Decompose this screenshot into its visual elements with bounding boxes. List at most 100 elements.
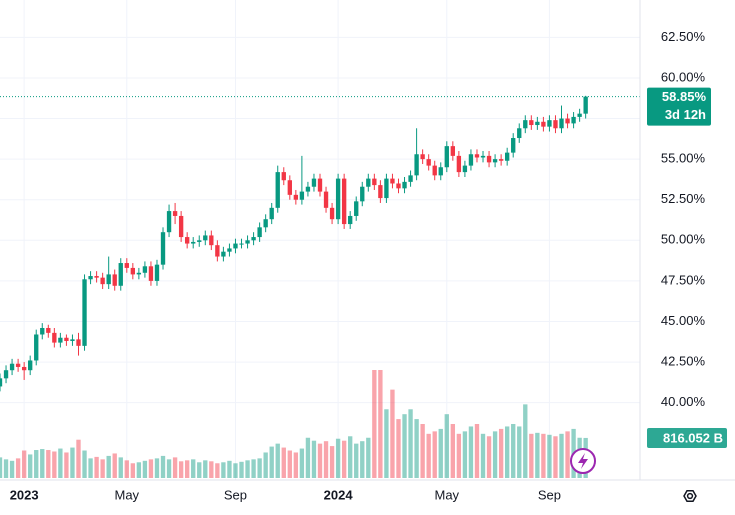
volume-bar (21, 450, 27, 478)
volume-bar (378, 370, 383, 478)
candle-body (529, 120, 534, 126)
volume-bar (468, 426, 474, 478)
volume-bar (354, 443, 359, 478)
candle-body (245, 240, 250, 244)
x-tick-label: May (435, 487, 460, 502)
candle-body (468, 154, 474, 166)
candle-body (9, 363, 15, 371)
y-tick-label: 55.00% (661, 151, 706, 166)
volume-bar (239, 461, 244, 478)
candle-body (130, 267, 136, 275)
volume-bar (311, 440, 317, 478)
volume-bar (384, 409, 389, 478)
candle-body (360, 186, 365, 202)
alert-icon[interactable] (570, 448, 596, 474)
volume-value-label: 816.052 B (663, 430, 723, 445)
candle-body (28, 360, 33, 371)
candle-body (94, 276, 99, 278)
candle-body (583, 96, 588, 114)
settings-hex[interactable] (683, 490, 697, 502)
volume-bar (541, 433, 546, 478)
volume-bar (480, 433, 486, 478)
volume-bar (221, 462, 226, 478)
volume-bar (178, 461, 184, 478)
volume-bar (323, 441, 329, 478)
settings-icon[interactable] (683, 490, 697, 502)
volume-bar (396, 419, 401, 478)
volume-bar (408, 409, 413, 478)
candle-body (456, 155, 462, 173)
candle-body (239, 243, 244, 245)
volume-bar (100, 459, 105, 478)
candle-body (52, 332, 57, 343)
candle-body (269, 207, 274, 220)
last-price-label: 58.85% (662, 89, 707, 104)
candle-body (390, 178, 395, 184)
candle-body (136, 272, 142, 275)
candle-body (498, 159, 504, 161)
candle-body (577, 113, 582, 117)
candle-body (0, 378, 3, 387)
x-tick-label: Sep (538, 487, 561, 502)
volume-bar (523, 404, 528, 478)
candle-body (40, 327, 45, 335)
volume-bar (486, 436, 492, 478)
candle-body (166, 211, 172, 233)
candle-body (142, 266, 148, 273)
grid (0, 0, 640, 480)
candle-body (203, 235, 208, 241)
volume-bar (498, 428, 504, 478)
candle-body (317, 178, 323, 192)
volume-bar (34, 450, 39, 478)
volume-bar (420, 424, 425, 478)
volume-bar (390, 389, 395, 478)
volume-bar (94, 456, 99, 478)
volume-bar (142, 460, 148, 478)
y-tick-label: 52.50% (661, 191, 706, 206)
candle-body (70, 339, 75, 341)
volume-bar (281, 447, 286, 478)
candle-body (523, 120, 528, 129)
volume-bar (275, 443, 280, 478)
volume-bar (76, 439, 81, 478)
volume-bar (70, 447, 75, 478)
candle-body (64, 337, 69, 341)
volume-bar (46, 450, 51, 478)
volume-bar (130, 463, 136, 478)
candle-body (281, 172, 286, 181)
volume-pane (0, 370, 588, 478)
candle-body (21, 366, 27, 371)
candle-body (34, 334, 39, 361)
candle-body (517, 128, 522, 139)
candle-body (444, 146, 449, 168)
candle-body (480, 155, 486, 158)
candle-body (547, 120, 552, 127)
volume-bar (3, 459, 9, 478)
settings-dot[interactable] (686, 492, 694, 500)
candle-body (178, 215, 184, 238)
volume-bar (136, 462, 142, 478)
volume-bar (172, 457, 178, 478)
alert-bolt[interactable] (578, 453, 588, 469)
volume-bar (511, 424, 516, 478)
candle-body (76, 339, 81, 346)
candle-body (504, 152, 510, 161)
volume-bar (535, 432, 540, 478)
candle-body (408, 175, 413, 182)
candle-body (414, 154, 419, 176)
candle-body (450, 146, 456, 156)
volume-bar (28, 454, 33, 478)
candle-body (335, 178, 341, 220)
candle-body (541, 121, 546, 127)
candle-body (348, 215, 353, 225)
volume-bar (148, 459, 154, 478)
candle-body (492, 159, 498, 163)
volume-bar (299, 448, 305, 478)
candle-body (221, 251, 226, 257)
candle-body (462, 165, 468, 173)
candle-body (100, 277, 105, 285)
candle-body (15, 363, 21, 367)
candle-body (366, 178, 371, 187)
volume-bar (0, 457, 3, 478)
